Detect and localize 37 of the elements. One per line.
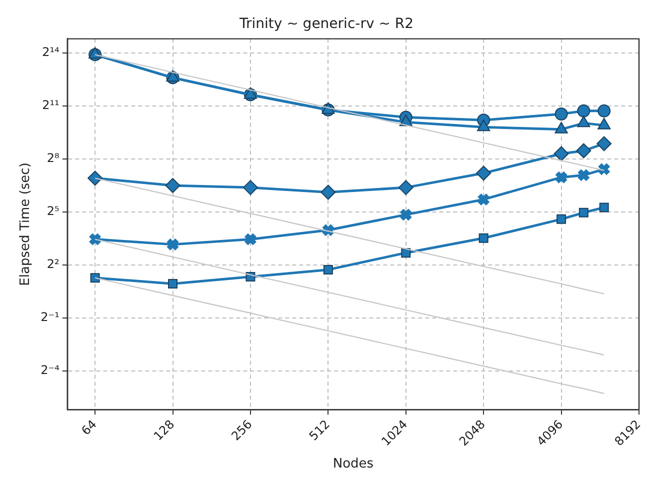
point — [554, 122, 568, 134]
y-tick-label: 2⁻¹ — [40, 310, 60, 324]
point — [401, 248, 411, 258]
point — [168, 279, 178, 289]
x-tick-label: 128 — [150, 417, 178, 444]
point — [398, 180, 414, 196]
y-tick-label: 2⁵ — [46, 204, 60, 218]
point — [323, 264, 333, 274]
point — [166, 238, 180, 252]
chart-title: Trinity ~ generic-rv ~ R2 — [238, 16, 414, 32]
x-axis-title: Nodes — [332, 456, 374, 472]
point — [556, 214, 566, 224]
point — [320, 184, 336, 200]
point — [166, 70, 180, 82]
point — [477, 120, 490, 132]
y-tick-label: 2¹⁴ — [42, 45, 60, 60]
point — [242, 180, 258, 196]
point — [90, 273, 100, 283]
y-tick-label: 2¹¹ — [42, 98, 60, 112]
point — [476, 166, 492, 181]
y-tick-label: 2⁻⁴ — [40, 362, 60, 377]
point — [244, 232, 258, 246]
point — [399, 208, 413, 222]
y-tick-label: 2² — [46, 256, 60, 271]
point — [554, 107, 568, 120]
point — [88, 170, 103, 186]
point — [478, 233, 488, 243]
point — [165, 178, 180, 193]
y-axis-title: Elapsed Time (sec) — [18, 162, 34, 286]
point — [554, 170, 568, 184]
point — [244, 87, 258, 99]
point — [554, 146, 569, 162]
x-tick-label: 512 — [306, 417, 333, 444]
point — [88, 47, 102, 59]
y-tick-label: 2⁸ — [46, 150, 60, 165]
point — [476, 192, 490, 206]
x-tick-label: 64 — [78, 417, 100, 438]
